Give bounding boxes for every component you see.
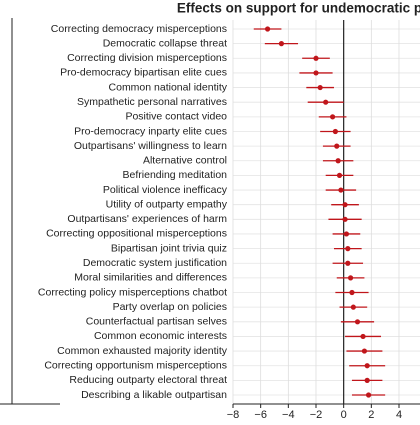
point: [349, 289, 355, 296]
category-label: Sympathetic personal narratives: [77, 96, 227, 108]
category-label: Pro-democracy bipartisan elite cues: [60, 67, 227, 79]
category-label: Party overlap on policies: [113, 301, 227, 313]
point: [354, 319, 361, 325]
category-label: Correcting democracy misperceptions: [51, 23, 227, 35]
point: [345, 260, 351, 266]
point: [361, 348, 368, 354]
category-label: Common economic interests: [94, 330, 227, 342]
category-label: Correcting oppositional misperceptions: [46, 228, 227, 240]
category-label: Common exhausted majority identity: [57, 345, 228, 357]
category-label: Correcting opportunism misperceptions: [44, 360, 227, 372]
x-tick-label: −8: [227, 409, 240, 420]
point: [350, 304, 356, 310]
point: [313, 55, 319, 61]
point: [323, 99, 329, 105]
category-label: Counterfactual partisan selves: [86, 316, 227, 328]
point: [365, 392, 372, 398]
point: [347, 275, 354, 281]
point: [364, 377, 370, 383]
point: [330, 114, 336, 120]
point: [317, 84, 323, 91]
category-label: Describing a likable outpartisan: [81, 389, 227, 401]
point: [335, 158, 341, 164]
category-label: Outpartisans' willingness to learn: [74, 140, 227, 152]
point: [336, 172, 343, 178]
category-label: Reducing outparty electoral threat: [69, 374, 227, 386]
category-label: Utility of outparty empathy: [106, 198, 228, 210]
point: [278, 41, 285, 47]
category-label: Alternative control: [143, 155, 227, 167]
category-label: Correcting policy misperceptions chatbot: [38, 286, 227, 298]
point: [345, 246, 351, 252]
point: [338, 187, 344, 193]
chart-title: Effects on support for undemocratic prac…: [177, 1, 420, 16]
x-tick-label: −4: [282, 409, 295, 420]
category-label: Bipartisan joint trivia quiz: [111, 242, 227, 254]
point: [342, 202, 348, 208]
x-tick-label: −6: [254, 409, 267, 420]
category-label: Political violence inefficacy: [103, 184, 228, 196]
category-label: Democratic collapse threat: [103, 37, 227, 49]
category-label: Correcting division misperceptions: [67, 52, 227, 64]
x-tick-label: 4: [396, 409, 402, 420]
point: [360, 333, 366, 340]
point: [342, 216, 348, 222]
point: [364, 363, 370, 369]
point: [334, 143, 340, 149]
category-label: Befriending meditation: [123, 169, 228, 181]
category-label: Democratic system justification: [83, 257, 227, 269]
point: [264, 26, 271, 32]
point: [343, 231, 350, 237]
category-label: Common national identity: [109, 81, 228, 93]
point: [313, 70, 319, 76]
x-tick-label: 0: [341, 409, 347, 420]
x-tick-label: −2: [310, 409, 323, 420]
category-label: Outpartisans' experiences of harm: [67, 213, 227, 225]
category-label: Pro-democracy inparty elite cues: [74, 125, 227, 137]
category-label: Moral similarities and differences: [74, 272, 227, 284]
point: [332, 128, 338, 135]
category-label: Positive contact video: [125, 111, 227, 123]
x-tick-label: 2: [368, 409, 374, 420]
